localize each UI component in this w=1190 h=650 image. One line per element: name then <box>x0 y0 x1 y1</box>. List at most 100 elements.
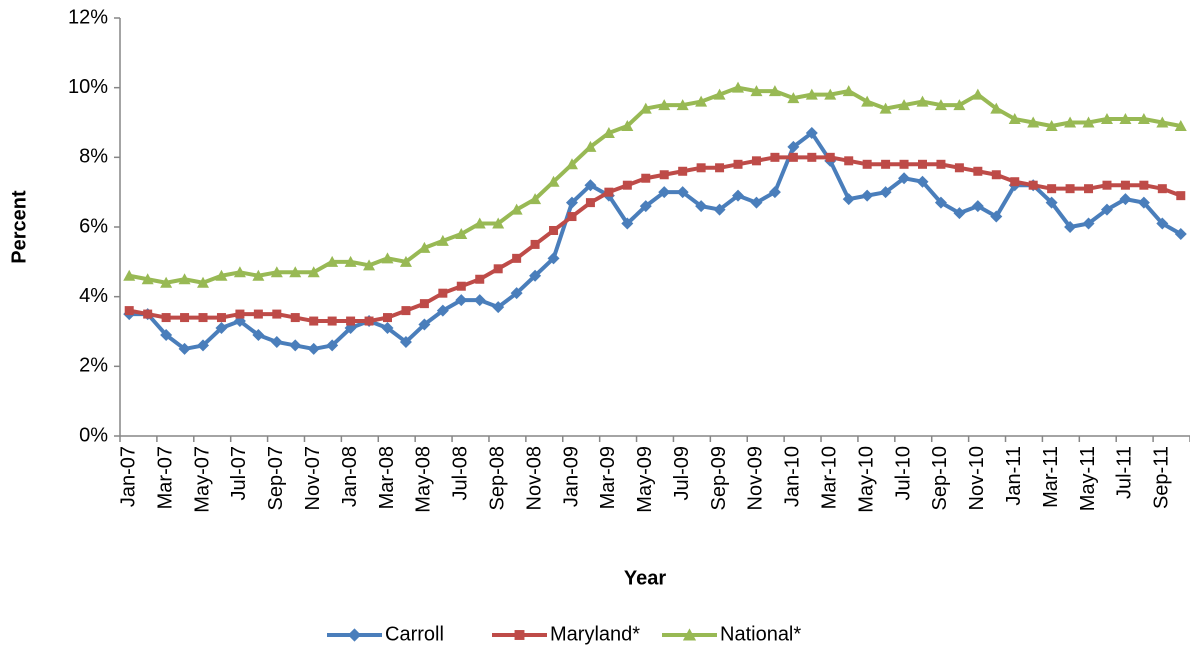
marker <box>934 196 947 209</box>
marker <box>805 126 818 139</box>
marker <box>1027 116 1040 128</box>
marker <box>1084 184 1094 194</box>
marker <box>768 186 781 199</box>
x-tick-label: Jan-10 <box>782 446 804 507</box>
marker <box>197 276 210 288</box>
marker <box>327 316 337 326</box>
y-axis-title: Percent <box>8 190 30 264</box>
marker <box>1065 184 1075 194</box>
marker <box>530 239 540 249</box>
marker <box>881 159 891 169</box>
marker <box>621 119 634 131</box>
marker <box>1064 116 1077 128</box>
x-tick-label: Mar-08 <box>376 446 398 509</box>
marker <box>678 166 688 176</box>
y-tick-label: 2% <box>79 355 108 377</box>
marker <box>602 126 615 138</box>
marker <box>936 159 946 169</box>
legend-marker <box>682 628 697 641</box>
x-tick-label: Jan-08 <box>339 446 361 507</box>
marker <box>141 273 154 285</box>
marker <box>160 276 173 288</box>
marker <box>215 269 228 281</box>
marker <box>844 156 854 166</box>
x-tick-label: May-09 <box>634 446 656 513</box>
marker <box>604 187 614 197</box>
marker <box>733 159 743 169</box>
marker <box>473 294 486 307</box>
marker <box>861 189 874 202</box>
marker <box>399 335 412 348</box>
marker <box>492 217 505 229</box>
marker <box>252 328 265 341</box>
marker <box>180 313 190 323</box>
marker <box>455 227 468 239</box>
marker <box>898 99 911 111</box>
marker <box>456 281 466 291</box>
marker <box>326 255 339 267</box>
series-line <box>129 130 1182 351</box>
marker <box>197 339 210 352</box>
marker <box>436 234 449 246</box>
y-tick-label: 10% <box>68 76 108 98</box>
marker <box>916 175 929 188</box>
marker <box>934 99 947 111</box>
marker <box>1045 196 1058 209</box>
series-line <box>128 155 1182 324</box>
marker <box>1120 180 1130 190</box>
marker <box>1119 113 1132 125</box>
marker <box>309 316 319 326</box>
x-tick-label: Nov-10 <box>966 446 988 510</box>
y-tick-label: 4% <box>79 285 108 307</box>
marker <box>1028 180 1038 190</box>
x-tick-label: Sep-11 <box>1151 446 1173 509</box>
x-tick-label: Jan-07 <box>118 446 140 507</box>
marker <box>990 102 1003 114</box>
marker <box>584 179 597 192</box>
x-tick-label: Mar-09 <box>597 446 619 509</box>
marker <box>363 259 376 271</box>
marker <box>732 189 745 202</box>
marker <box>565 196 578 209</box>
marker <box>418 318 431 331</box>
marker <box>991 170 1001 180</box>
marker <box>438 288 448 298</box>
marker <box>787 140 800 153</box>
marker <box>1008 113 1021 125</box>
x-tick-label: Jul-11 <box>1114 446 1136 499</box>
marker <box>473 217 486 229</box>
y-tick-label: 12% <box>68 6 108 28</box>
marker <box>973 166 983 176</box>
marker <box>1157 184 1167 194</box>
marker <box>510 287 523 300</box>
marker <box>953 207 966 220</box>
x-tick-label: Sep-09 <box>708 446 730 511</box>
marker <box>696 163 706 173</box>
marker <box>475 274 485 284</box>
marker <box>143 309 153 319</box>
marker <box>622 180 632 190</box>
marker <box>272 309 282 319</box>
marker <box>216 313 226 323</box>
marker <box>713 88 726 100</box>
marker <box>842 85 855 97</box>
y-tick-label: 8% <box>79 146 108 168</box>
marker <box>381 252 394 264</box>
marker <box>289 339 302 352</box>
marker <box>401 306 411 316</box>
marker <box>381 322 394 335</box>
marker <box>307 266 320 278</box>
marker <box>953 99 966 111</box>
series-line <box>128 85 1182 285</box>
marker <box>1174 119 1187 131</box>
marker <box>639 200 652 213</box>
x-tick-label: Mar-10 <box>819 446 841 509</box>
marker <box>252 269 265 281</box>
marker <box>1156 116 1169 128</box>
marker <box>233 266 246 278</box>
y-tick-label: 0% <box>79 424 108 446</box>
marker <box>326 339 339 352</box>
marker <box>676 99 689 111</box>
marker <box>270 266 283 278</box>
marker <box>658 186 671 199</box>
